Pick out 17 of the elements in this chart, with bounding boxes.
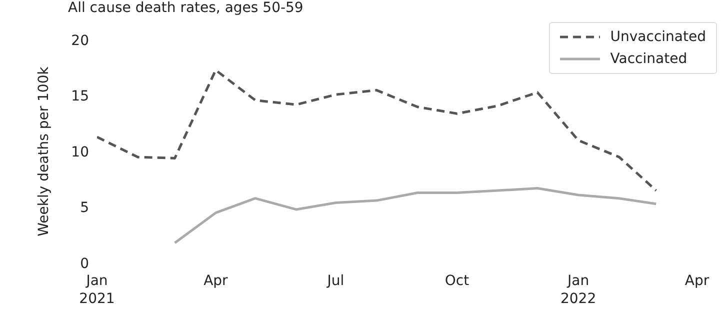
y-axis-title: Weekly deaths per 100k [36,66,52,236]
x-tick-label: Jan 2021 [79,273,115,307]
legend-label: Unvaccinated [610,28,706,47]
line-series [97,68,658,192]
line-series [174,187,658,244]
y-tick-label: 15 [71,88,89,105]
x-tick-label: Jul [326,273,344,289]
y-tick-label: 0 [80,256,89,272]
x-tick-label: Oct [444,273,470,289]
y-tick-label: 10 [71,144,89,160]
x-tick-label: Jan 2022 [560,273,596,307]
x-tick-label: Apr [684,273,710,289]
y-tick-label: 20 [71,32,89,49]
chart-title: All cause death rates, ages 50-59 [68,0,304,16]
x-tick-label: Apr [204,273,228,289]
legend-label: Vaccinated [610,50,688,69]
y-tick-label: 5 [80,200,89,216]
